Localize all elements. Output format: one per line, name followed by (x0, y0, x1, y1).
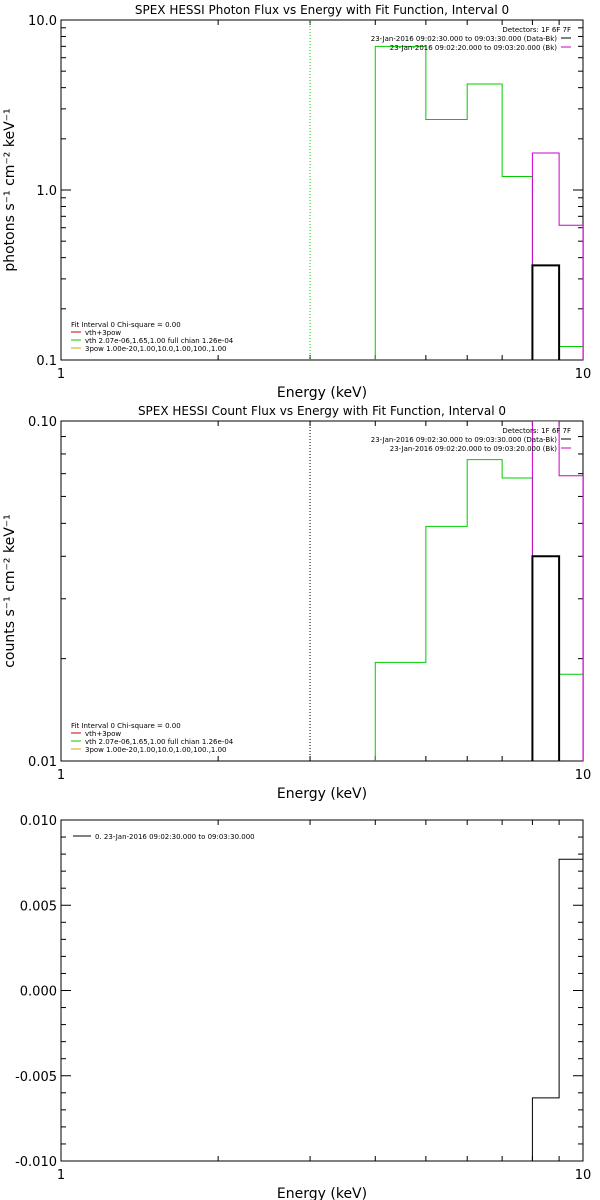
y-tick-label: 1.0 (36, 184, 57, 199)
y-tick-label: -0.010 (15, 1155, 57, 1170)
y-tick-label: 10.0 (28, 14, 57, 29)
x-tick-label: 10 (575, 768, 592, 783)
y-axis-label: photons s⁻¹ cm⁻² keV⁻¹ (2, 108, 18, 271)
series-0-steps (374, 45, 583, 360)
y-tick-label: 0.005 (20, 899, 57, 914)
series-1-steps (531, 152, 583, 360)
plot-area (309, 421, 583, 761)
series-2-steps (531, 555, 561, 761)
series-0-steps (531, 858, 583, 1161)
y-tick-label: 0.000 (20, 985, 57, 1000)
x-tick-label: 10 (575, 367, 592, 382)
series-0-steps (374, 459, 583, 761)
series-1-steps (531, 421, 583, 761)
y-tick-label: 0.01 (28, 755, 57, 770)
legend-entry: 23-Jan-2016 09:02:20.000 to 09:03:20.000… (390, 44, 558, 52)
plot-area (309, 20, 583, 360)
series-2-steps (531, 264, 561, 360)
legend-entry: 23-Jan-2016 09:02:30.000 to 09:03:30.000… (371, 35, 558, 43)
x-tick-label: 1 (57, 768, 65, 783)
legend-entry: vth+3pow (85, 730, 121, 738)
plot-frame (60, 19, 584, 361)
legend-entry: vth+3pow (85, 329, 121, 337)
y-tick-label: 0.010 (20, 814, 57, 829)
y-tick-label: 0.10 (28, 415, 57, 430)
x-axis-label: Energy (keV) (277, 786, 367, 802)
legend-entry: 23-Jan-2016 09:02:20.000 to 09:03:20.000… (390, 445, 558, 453)
y-axis-label: counts s⁻¹ cm⁻² keV⁻¹ (2, 514, 18, 668)
x-tick-label: 10 (575, 1168, 592, 1183)
x-axis-label: Energy (keV) (277, 1186, 367, 1200)
legend-header: Detectors: 1F 6F 7F (502, 26, 571, 34)
plot-area (531, 858, 583, 1161)
legend-entry: 0. 23-Jan-2016 09:02:30.000 to 09:03:30.… (95, 833, 255, 841)
plot-frame (60, 420, 584, 762)
plot-frame (60, 819, 584, 1162)
legend-header: Fit Interval 0 Chi-square = 0.00 (71, 722, 181, 730)
y-tick-label: 0.1 (36, 354, 57, 369)
legend-header: Fit Interval 0 Chi-square = 0.00 (71, 321, 181, 329)
x-tick-label: 1 (57, 1168, 65, 1183)
chart-title: SPEX HESSI Photon Flux vs Energy with Fi… (135, 3, 509, 17)
x-tick-label: 1 (57, 367, 65, 382)
legend-entry: 3pow 1.00e-20,1.00,10.0,1.00,100.,1.00 (85, 345, 227, 353)
legend-header: Detectors: 1F 6F 7F (502, 427, 571, 435)
legend-entry: vth 2.07e-06,1.65,1.00 full chian 1.26e-… (85, 738, 234, 746)
chart-panel-2: 1 10 0.010 0.005 0.000 -0.005 -0.010 Energy (ke… (15, 814, 591, 1200)
y-tick-label: -0.005 (15, 1070, 57, 1085)
legend-entry: 23-Jan-2016 09:02:30.000 to 09:03:30.000… (371, 436, 558, 444)
x-axis-label: Energy (keV) (277, 385, 367, 401)
legend-entry: vth 2.07e-06,1.65,1.00 full chian 1.26e-… (85, 337, 234, 345)
chart-panel-0: SPEX HESSI Photon Flux vs Energy with Fi… (2, 3, 591, 401)
chart-title: SPEX HESSI Count Flux vs Energy with Fit… (138, 404, 506, 418)
chart-panel-1: SPEX HESSI Count Flux vs Energy with Fit… (2, 404, 591, 802)
legend-entry: 3pow 1.00e-20,1.00,10.0,1.00,100.,1.00 (85, 746, 227, 754)
